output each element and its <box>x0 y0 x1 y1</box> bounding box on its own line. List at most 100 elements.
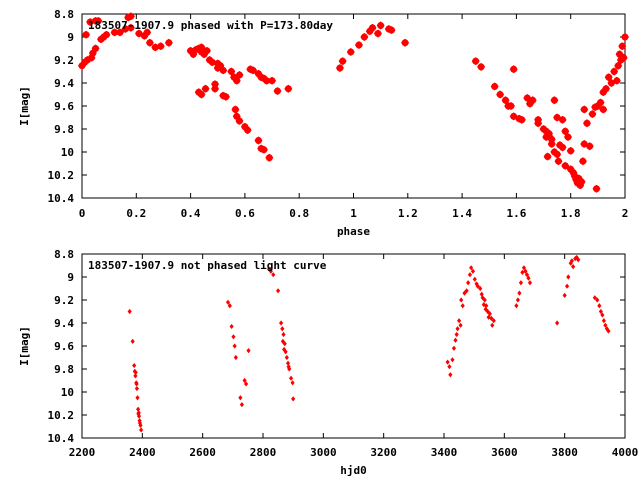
data-point <box>526 275 531 281</box>
data-point <box>467 272 473 278</box>
data-point <box>239 402 244 408</box>
data-point <box>164 38 173 47</box>
data-point <box>243 126 252 135</box>
data-point <box>527 280 533 286</box>
data-point <box>588 110 597 118</box>
data-point <box>599 105 608 114</box>
data-point <box>288 375 294 381</box>
data-point <box>268 76 276 85</box>
data-point <box>566 274 571 280</box>
data-point <box>491 318 496 324</box>
data-point <box>514 303 519 309</box>
y-axis-title: I[mag] <box>18 326 31 366</box>
data-point <box>244 381 249 387</box>
data-point <box>472 276 477 282</box>
data-point <box>126 23 135 32</box>
data-point <box>281 331 286 338</box>
x-tick-label: 2800 <box>250 446 277 459</box>
data-point <box>509 65 518 74</box>
data-point <box>517 290 522 296</box>
data-point <box>126 12 135 21</box>
data-point <box>335 64 344 72</box>
x-tick-label: 3000 <box>310 446 337 459</box>
data-point <box>229 323 234 330</box>
data-point <box>475 283 480 289</box>
data-point <box>612 76 621 85</box>
y-tick-label: 10.2 <box>48 409 75 422</box>
data-point <box>221 92 230 101</box>
data-point <box>576 257 581 263</box>
y-tick-label: 10.4 <box>48 192 75 205</box>
data-point <box>457 318 462 324</box>
data-point <box>242 377 247 384</box>
x-tick-label: 2 <box>622 207 629 220</box>
data-point <box>520 269 525 275</box>
data-point <box>82 30 91 39</box>
data-point <box>555 320 560 326</box>
data-point <box>143 28 152 37</box>
y-tick-label: 9.2 <box>54 54 74 67</box>
data-point <box>116 28 124 37</box>
data-point <box>280 338 285 344</box>
data-point <box>583 119 591 128</box>
data-point <box>550 96 559 105</box>
data-point <box>490 322 495 328</box>
x-tick-label: 1.6 <box>506 207 526 220</box>
data-point <box>201 84 210 93</box>
data-point <box>554 157 563 166</box>
data-point <box>504 102 513 110</box>
data-point <box>566 146 575 155</box>
data-point <box>249 66 257 75</box>
x-axis-title: hjd0 <box>340 464 367 477</box>
x-tick-label: 1.8 <box>561 207 581 220</box>
data-point <box>211 84 219 93</box>
data-point <box>482 297 487 303</box>
data-point <box>202 46 211 55</box>
data-point <box>621 33 629 41</box>
chart-title: 183507-1907.9 phased with P=173.80day <box>88 19 333 32</box>
data-point <box>376 21 385 30</box>
data-point <box>231 334 236 340</box>
data-point <box>208 58 217 67</box>
data-point <box>121 25 130 33</box>
data-point <box>139 427 144 433</box>
data-point <box>271 272 276 278</box>
data-point <box>469 265 474 271</box>
y-tick-label: 8.8 <box>54 248 74 261</box>
data-point <box>282 346 287 353</box>
data-point <box>387 26 396 35</box>
data-point <box>606 328 611 334</box>
data-point <box>534 115 543 124</box>
data-point <box>238 395 243 401</box>
data-point <box>580 105 589 114</box>
data-point <box>569 258 574 264</box>
data-point <box>470 268 476 274</box>
data-point <box>450 357 455 363</box>
x-tick-label: 1 <box>350 207 357 220</box>
data-point <box>136 411 141 417</box>
y-tick-label: 9 <box>67 271 74 284</box>
data-point <box>145 38 154 47</box>
data-point <box>515 297 520 303</box>
data-point <box>565 283 570 289</box>
data-point <box>368 23 377 32</box>
data-point <box>94 16 103 25</box>
y-tick-label: 9.4 <box>54 77 74 90</box>
data-point <box>156 42 165 51</box>
y-tick-label: 10 <box>61 386 74 399</box>
y-tick-label: 9.4 <box>54 317 74 330</box>
data-point <box>528 96 537 105</box>
data-point <box>523 268 528 274</box>
data-point <box>279 320 284 326</box>
data-point <box>547 135 556 144</box>
data-point <box>246 348 251 354</box>
data-point <box>373 29 382 38</box>
data-point <box>483 306 488 312</box>
data-point <box>401 38 410 47</box>
y-tick-label: 9.8 <box>54 363 74 376</box>
data-point <box>458 322 463 328</box>
x-tick-label: 0.6 <box>235 207 255 220</box>
x-tick-label: 0.4 <box>181 207 201 220</box>
data-point <box>86 18 95 26</box>
x-tick-label: 1.2 <box>398 207 418 220</box>
